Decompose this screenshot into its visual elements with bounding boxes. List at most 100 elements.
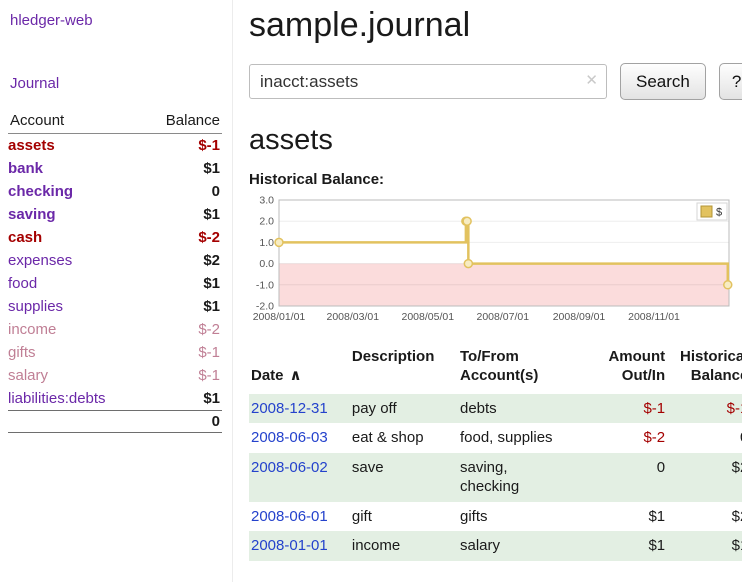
account-name-cell: checking bbox=[8, 180, 142, 203]
y-axis-label: -1.0 bbox=[256, 279, 274, 291]
register-accounts-cell: saving, checking bbox=[459, 458, 520, 496]
register-header-accounts: To/From Account(s) bbox=[459, 348, 539, 384]
account-row: liabilities:debts $1 bbox=[8, 387, 222, 411]
account-balance: $-1 bbox=[198, 137, 220, 154]
account-link[interactable]: expenses bbox=[8, 252, 73, 269]
register-accounts-cell: debts bbox=[459, 399, 497, 417]
transaction-date-link[interactable]: 2008-06-01 bbox=[251, 507, 328, 525]
register-date-cell: 2008-12-31 bbox=[249, 394, 350, 424]
register-date-cell: 2008-06-02 bbox=[249, 453, 350, 502]
register-row: 2008-12-31 pay off debts $-1 $-1 bbox=[249, 393, 742, 424]
transaction-date-link[interactable]: 2008-01-01 bbox=[251, 537, 328, 554]
account-row: checking 0 bbox=[8, 180, 222, 203]
register-balance-cell: $-1 bbox=[726, 399, 742, 417]
brand: hledger-web bbox=[10, 12, 222, 29]
register-balance-cell: $2 bbox=[731, 458, 742, 476]
register-amount-cell: $-1 bbox=[643, 399, 666, 417]
register-row: 2008-06-02 save saving, checking 0 $2 bbox=[249, 452, 742, 502]
x-axis-label: 2008/03/01 bbox=[326, 311, 379, 323]
account-row: expenses $2 bbox=[8, 249, 222, 272]
account-name-cell: gifts bbox=[8, 341, 142, 364]
negative-region bbox=[279, 263, 729, 306]
account-row: bank $1 bbox=[8, 157, 222, 180]
account-balance: $-1 bbox=[198, 367, 220, 384]
accounts-total-row: 0 bbox=[8, 410, 222, 433]
register-balance-cell: $2 bbox=[731, 507, 742, 525]
x-axis-label: 2008/01/01 bbox=[253, 311, 306, 323]
journal-nav: Journal bbox=[10, 75, 222, 92]
clear-search-icon[interactable]: ✕ bbox=[585, 72, 598, 89]
account-link[interactable]: checking bbox=[8, 183, 74, 200]
account-row: gifts $-1 bbox=[8, 341, 222, 364]
chart-title: Historical Balance: bbox=[249, 171, 385, 188]
search-button[interactable]: Search bbox=[620, 63, 706, 100]
accounts-total-value: 0 bbox=[142, 410, 222, 433]
account-row: supplies $1 bbox=[8, 295, 222, 318]
account-balance: 0 bbox=[211, 183, 220, 200]
account-link[interactable]: bank bbox=[8, 160, 44, 177]
y-axis-label: 1.0 bbox=[259, 237, 274, 249]
register-amount-cell: $-2 bbox=[643, 429, 666, 446]
account-link[interactable]: income bbox=[8, 321, 57, 338]
account-link[interactable]: liabilities:debts bbox=[8, 390, 106, 407]
app-title-link[interactable]: hledger-web bbox=[10, 12, 93, 29]
account-balance: $-1 bbox=[198, 344, 220, 361]
account-name-cell: cash bbox=[8, 226, 142, 249]
register-description-cell: gift bbox=[351, 507, 372, 525]
register-header-description: Description bbox=[351, 348, 435, 365]
register-amount-cell: $1 bbox=[648, 507, 666, 525]
register-date-cell: 2008-01-01 bbox=[249, 531, 350, 561]
data-point-marker bbox=[723, 280, 733, 290]
help-button[interactable]: ? bbox=[718, 63, 742, 100]
account-link[interactable]: cash bbox=[8, 229, 43, 246]
register-body: 2008-12-31 pay off debts $-1 $-1 2008-06-03 ea… bbox=[249, 393, 742, 561]
account-name-cell: expenses bbox=[8, 249, 142, 272]
search-box: ✕ bbox=[249, 64, 607, 99]
register-description-cell: save bbox=[351, 458, 384, 476]
main-content: sample.journal ✕ Search ? assets Histori… bbox=[233, 0, 742, 582]
register-date-cell: 2008-06-03 bbox=[249, 423, 350, 453]
legend-label: $ bbox=[716, 207, 722, 219]
account-balance: $1 bbox=[203, 160, 220, 177]
register-accounts-cell: gifts bbox=[459, 507, 488, 525]
account-name-cell: assets bbox=[8, 134, 142, 158]
account-name-cell: supplies bbox=[8, 295, 142, 318]
y-axis-label: 2.0 bbox=[259, 216, 274, 228]
account-link[interactable]: supplies bbox=[8, 298, 64, 315]
account-balance: $1 bbox=[203, 298, 220, 315]
account-name-cell: income bbox=[8, 318, 142, 341]
register-table: Date ∧ Description To/From Account(s) Amo… bbox=[249, 346, 742, 561]
journal-link[interactable]: Journal bbox=[10, 75, 60, 92]
account-name-cell: bank bbox=[8, 157, 142, 180]
account-balance: $2 bbox=[203, 252, 220, 269]
register-description-cell: pay off bbox=[351, 399, 397, 417]
account-link[interactable]: assets bbox=[8, 137, 55, 154]
accounts-header-balance: Balance bbox=[142, 112, 222, 134]
legend-swatch bbox=[700, 205, 713, 218]
account-row: saving $1 bbox=[8, 203, 222, 226]
transaction-date-link[interactable]: 2008-06-03 bbox=[251, 429, 328, 446]
account-link[interactable]: salary bbox=[8, 367, 49, 384]
register-header-row: Date ∧ Description To/From Account(s) Amo… bbox=[249, 346, 742, 394]
account-link[interactable]: saving bbox=[8, 206, 56, 223]
account-balance: $-2 bbox=[198, 229, 220, 246]
accounts-table: Account Balance assets $-1 bank $1 checking 0… bbox=[8, 112, 222, 433]
register-amount-cell: $1 bbox=[648, 537, 666, 554]
account-name-cell: food bbox=[8, 272, 142, 295]
transaction-date-link[interactable]: 2008-06-02 bbox=[251, 458, 328, 476]
transaction-date-link[interactable]: 2008-12-31 bbox=[251, 399, 328, 417]
register-header-date-label: Date bbox=[251, 366, 284, 384]
plot-border bbox=[278, 199, 730, 307]
account-link[interactable]: food bbox=[8, 275, 38, 292]
y-axis-label: 0.0 bbox=[259, 258, 274, 270]
accounts-body: assets $-1 bank $1 checking 0 saving $1 cash $-2 e… bbox=[8, 134, 222, 411]
register-description-cell: income bbox=[351, 537, 401, 554]
register-header-date[interactable]: Date ∧ bbox=[249, 346, 350, 394]
search-input[interactable] bbox=[249, 64, 607, 99]
sidebar: hledger-web Journal Account Balance asse… bbox=[0, 0, 233, 582]
account-heading: assets bbox=[249, 124, 333, 156]
account-link[interactable]: gifts bbox=[8, 344, 36, 361]
register-description-cell: eat & shop bbox=[351, 429, 424, 446]
